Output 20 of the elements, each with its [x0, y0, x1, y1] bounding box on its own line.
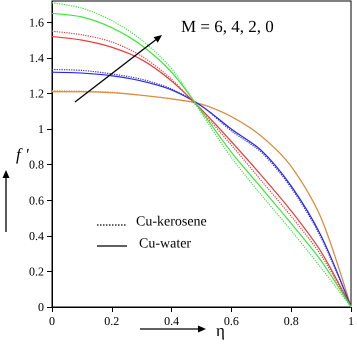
y-tick-label: 1.4 — [29, 50, 44, 65]
x-tick-label: 0.8 — [284, 314, 299, 328]
y-tick-label: 1.2 — [29, 86, 44, 101]
x-tick-label: 0.2 — [104, 314, 120, 328]
y-tick-label: 0.8 — [29, 158, 44, 172]
y-tick-label: 0.6 — [29, 193, 44, 208]
annotation: Cu-kerosene — [136, 214, 207, 230]
y-tick-label: 1.6 — [29, 15, 44, 30]
x-axis-title: η — [216, 321, 225, 340]
x-tick-label: 1 — [348, 314, 354, 328]
x-tick-label: 0 — [49, 314, 55, 328]
x-tick-label: 0.6 — [224, 314, 239, 328]
y-tick-label: 0.2 — [29, 264, 44, 278]
y-tick-label: 0.4 — [29, 228, 44, 243]
annotation: M = 6, 4, 2, 0 — [181, 17, 274, 36]
y-axis-title: f ' — [16, 145, 29, 164]
y-tick-label: 0 — [38, 300, 44, 314]
annotation: Cu-water — [139, 236, 192, 252]
x-tick-label: 0.4 — [164, 314, 180, 328]
y-tick-label: 1 — [38, 122, 44, 136]
